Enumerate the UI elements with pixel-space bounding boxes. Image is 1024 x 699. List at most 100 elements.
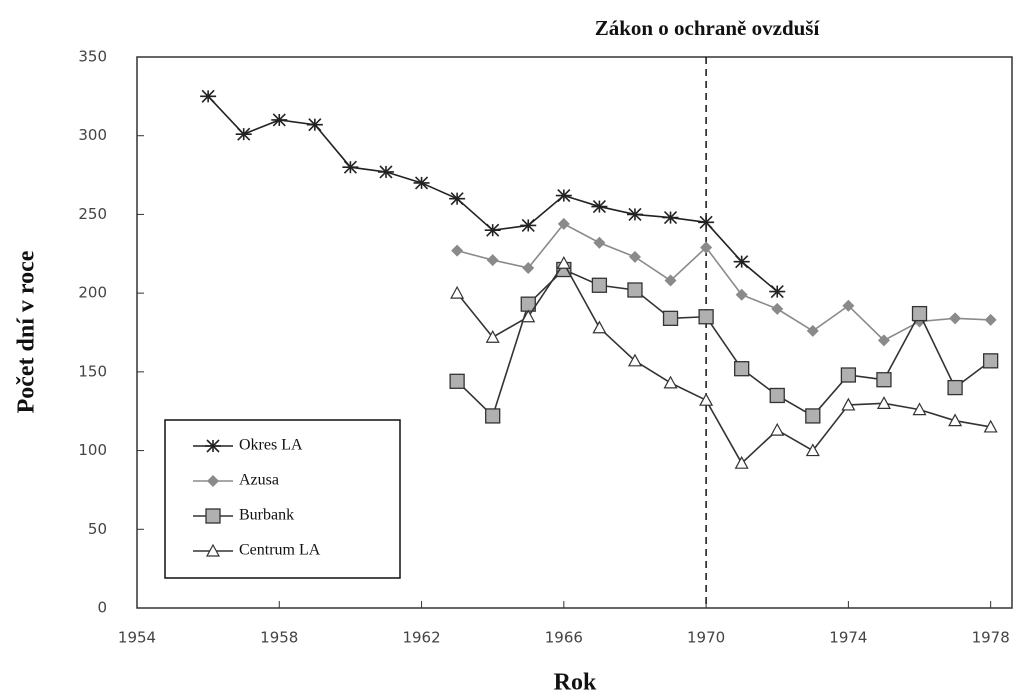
x-tick-label: 1970 — [687, 629, 725, 647]
marker-shape — [769, 387, 785, 404]
marker-shape — [449, 373, 465, 389]
marker-shape — [205, 543, 221, 557]
marker — [627, 282, 643, 298]
series-line — [456, 222, 991, 342]
marker — [200, 89, 217, 103]
marker — [664, 274, 677, 287]
marker — [521, 309, 536, 323]
marker — [769, 387, 785, 404]
marker-shape — [485, 408, 501, 424]
legend: Okres LA Azusa Burbank Centrum LA — [164, 419, 401, 579]
marker — [413, 176, 430, 190]
marker-shape — [877, 334, 890, 347]
marker-shape — [627, 353, 642, 367]
marker — [556, 255, 571, 269]
marker — [984, 313, 997, 326]
marker-shape — [876, 396, 891, 409]
x-tick-label: 1966 — [545, 629, 583, 647]
marker-shape — [699, 392, 714, 406]
marker — [771, 302, 784, 315]
x-tick-label: 1978 — [972, 629, 1010, 647]
marker — [449, 192, 466, 206]
marker-shape — [806, 324, 819, 337]
y-tick-label: 350 — [78, 48, 107, 66]
series-line — [456, 268, 992, 418]
marker — [983, 353, 999, 369]
legend-label: Okres LA — [239, 437, 303, 454]
marker — [628, 250, 641, 263]
marker-shape — [556, 255, 571, 269]
marker-shape — [205, 508, 221, 524]
marker — [805, 408, 821, 424]
marker-shape — [984, 313, 997, 326]
marker-shape — [912, 402, 927, 416]
marker — [840, 367, 857, 383]
marker — [734, 455, 749, 469]
y-tick-label: 50 — [88, 520, 107, 538]
marker — [983, 419, 998, 433]
marker — [205, 439, 221, 453]
y-tick-label: 150 — [78, 362, 107, 380]
marker-shape — [734, 455, 749, 469]
marker — [947, 379, 963, 396]
marker-shape — [805, 408, 821, 424]
marker-shape — [771, 302, 784, 315]
marker-shape — [911, 305, 928, 322]
x-tick-label: 1962 — [402, 629, 440, 647]
marker-shape — [842, 299, 855, 312]
marker — [235, 127, 252, 141]
x-tick-label: 1958 — [260, 629, 298, 647]
marker-shape — [983, 353, 999, 369]
marker — [591, 199, 608, 214]
marker-shape — [664, 274, 677, 287]
marker — [484, 223, 501, 237]
marker — [555, 188, 572, 203]
marker-shape — [840, 367, 857, 383]
marker-shape — [521, 309, 536, 323]
y-tick-label: 300 — [78, 126, 107, 144]
marker — [205, 543, 221, 557]
marker — [806, 324, 819, 337]
marker-shape — [663, 375, 678, 389]
marker — [522, 261, 535, 274]
marker-shape — [591, 277, 608, 293]
legend-label: Azusa — [239, 472, 279, 489]
marker — [451, 244, 464, 257]
y-tick-label: 100 — [78, 441, 107, 459]
marker — [520, 218, 537, 233]
marker — [698, 215, 715, 229]
marker — [733, 255, 750, 269]
marker-shape — [735, 288, 748, 301]
marker — [842, 299, 855, 312]
x-tick-label: 1954 — [118, 629, 156, 647]
marker — [449, 373, 465, 389]
marker — [592, 320, 607, 334]
marker — [770, 422, 785, 436]
marker — [205, 508, 221, 524]
annotation-text: Zákon o ochraně ovzduší — [595, 16, 821, 40]
x-axis-label: Rok — [554, 670, 597, 696]
marker — [699, 392, 714, 406]
marker-shape — [662, 310, 679, 326]
marker-shape — [627, 282, 643, 298]
marker-shape — [700, 241, 713, 254]
marker — [769, 285, 786, 299]
marker — [593, 236, 606, 249]
marker-shape — [207, 475, 219, 487]
x-tick-label: 1974 — [829, 629, 867, 647]
marker — [734, 361, 750, 377]
marker — [450, 285, 465, 299]
marker-shape — [805, 443, 820, 457]
marker-shape — [948, 413, 963, 427]
marker — [876, 396, 891, 409]
marker-shape — [841, 397, 856, 411]
marker-shape — [557, 217, 570, 230]
marker — [485, 408, 501, 424]
marker-shape — [485, 329, 500, 343]
marker — [841, 397, 856, 411]
marker — [485, 329, 500, 343]
marker — [662, 310, 679, 326]
marker-shape — [734, 361, 750, 377]
marker — [735, 288, 748, 301]
marker — [271, 113, 288, 127]
